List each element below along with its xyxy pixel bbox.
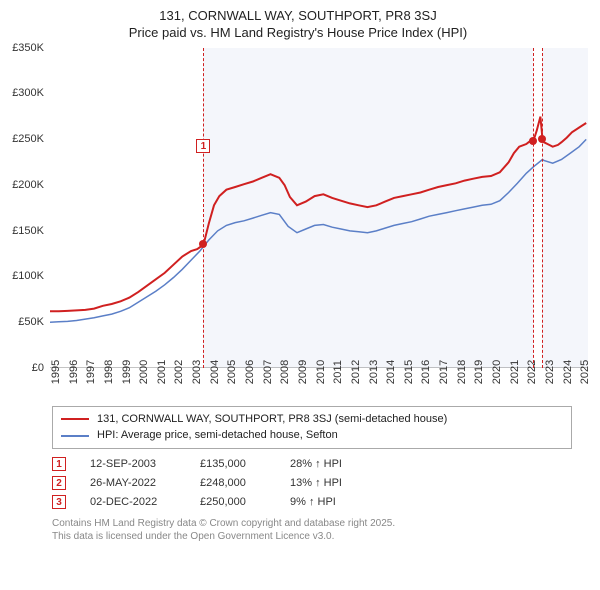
footer-line-1: Contains HM Land Registry data © Crown c… [52, 517, 588, 530]
legend-label-2: HPI: Average price, semi-detached house,… [97, 427, 338, 444]
sales-price-1: £135,000 [200, 458, 290, 470]
line-series-svg [50, 48, 588, 368]
marker-line-3 [542, 48, 543, 368]
legend-row-1: 131, CORNWALL WAY, SOUTHPORT, PR8 3SJ (s… [61, 411, 563, 428]
sales-marker-3: 3 [52, 495, 66, 509]
y-tick-label: £150K [12, 225, 44, 237]
sales-price-3: £250,000 [200, 496, 290, 508]
legend-swatch-2 [61, 435, 89, 437]
plot-region: 123 [50, 48, 588, 368]
y-tick-label: £250K [12, 133, 44, 145]
y-tick-label: £0 [32, 362, 44, 374]
marker-line-1 [203, 48, 204, 368]
sales-marker-2: 2 [52, 476, 66, 490]
title-line-2: Price paid vs. HM Land Registry's House … [8, 25, 588, 42]
sales-table: 1 12-SEP-2003 £135,000 28% ↑ HPI 2 26-MA… [52, 457, 588, 509]
title-line-1: 131, CORNWALL WAY, SOUTHPORT, PR8 3SJ [8, 8, 588, 25]
sales-diff-2: 13% ↑ HPI [290, 477, 410, 489]
chart-container: 131, CORNWALL WAY, SOUTHPORT, PR8 3SJ Pr… [0, 0, 600, 551]
sales-marker-1: 1 [52, 457, 66, 471]
sales-row-3: 3 02-DEC-2022 £250,000 9% ↑ HPI [52, 495, 588, 509]
y-tick-label: £300K [12, 87, 44, 99]
y-tick-label: £350K [12, 42, 44, 54]
sales-date-1: 12-SEP-2003 [90, 458, 200, 470]
legend-label-1: 131, CORNWALL WAY, SOUTHPORT, PR8 3SJ (s… [97, 411, 447, 428]
y-tick-label: £200K [12, 179, 44, 191]
y-tick-label: £100K [12, 270, 44, 282]
footer-line-2: This data is licensed under the Open Gov… [52, 530, 588, 543]
marker-dot-3 [538, 135, 546, 143]
sales-price-2: £248,000 [200, 477, 290, 489]
sales-row-1: 1 12-SEP-2003 £135,000 28% ↑ HPI [52, 457, 588, 471]
legend-swatch-1 [61, 418, 89, 420]
title-block: 131, CORNWALL WAY, SOUTHPORT, PR8 3SJ Pr… [8, 8, 588, 42]
chart-area: 123 £0£50K£100K£150K£200K£250K£300K£350K… [8, 48, 588, 398]
sales-diff-1: 28% ↑ HPI [290, 458, 410, 470]
sales-row-2: 2 26-MAY-2022 £248,000 13% ↑ HPI [52, 476, 588, 490]
marker-dot-1 [199, 240, 207, 248]
marker-box-1: 1 [196, 139, 210, 153]
sales-date-2: 26-MAY-2022 [90, 477, 200, 489]
x-tick-label: 2025 [579, 360, 600, 384]
legend-row-2: HPI: Average price, semi-detached house,… [61, 427, 563, 444]
legend: 131, CORNWALL WAY, SOUTHPORT, PR8 3SJ (s… [52, 406, 572, 449]
sales-date-3: 02-DEC-2022 [90, 496, 200, 508]
marker-dot-2 [529, 137, 537, 145]
marker-line-2 [533, 48, 534, 368]
series-price_paid [50, 116, 586, 311]
y-tick-label: £50K [18, 316, 44, 328]
footer: Contains HM Land Registry data © Crown c… [52, 517, 588, 543]
sales-diff-3: 9% ↑ HPI [290, 496, 410, 508]
